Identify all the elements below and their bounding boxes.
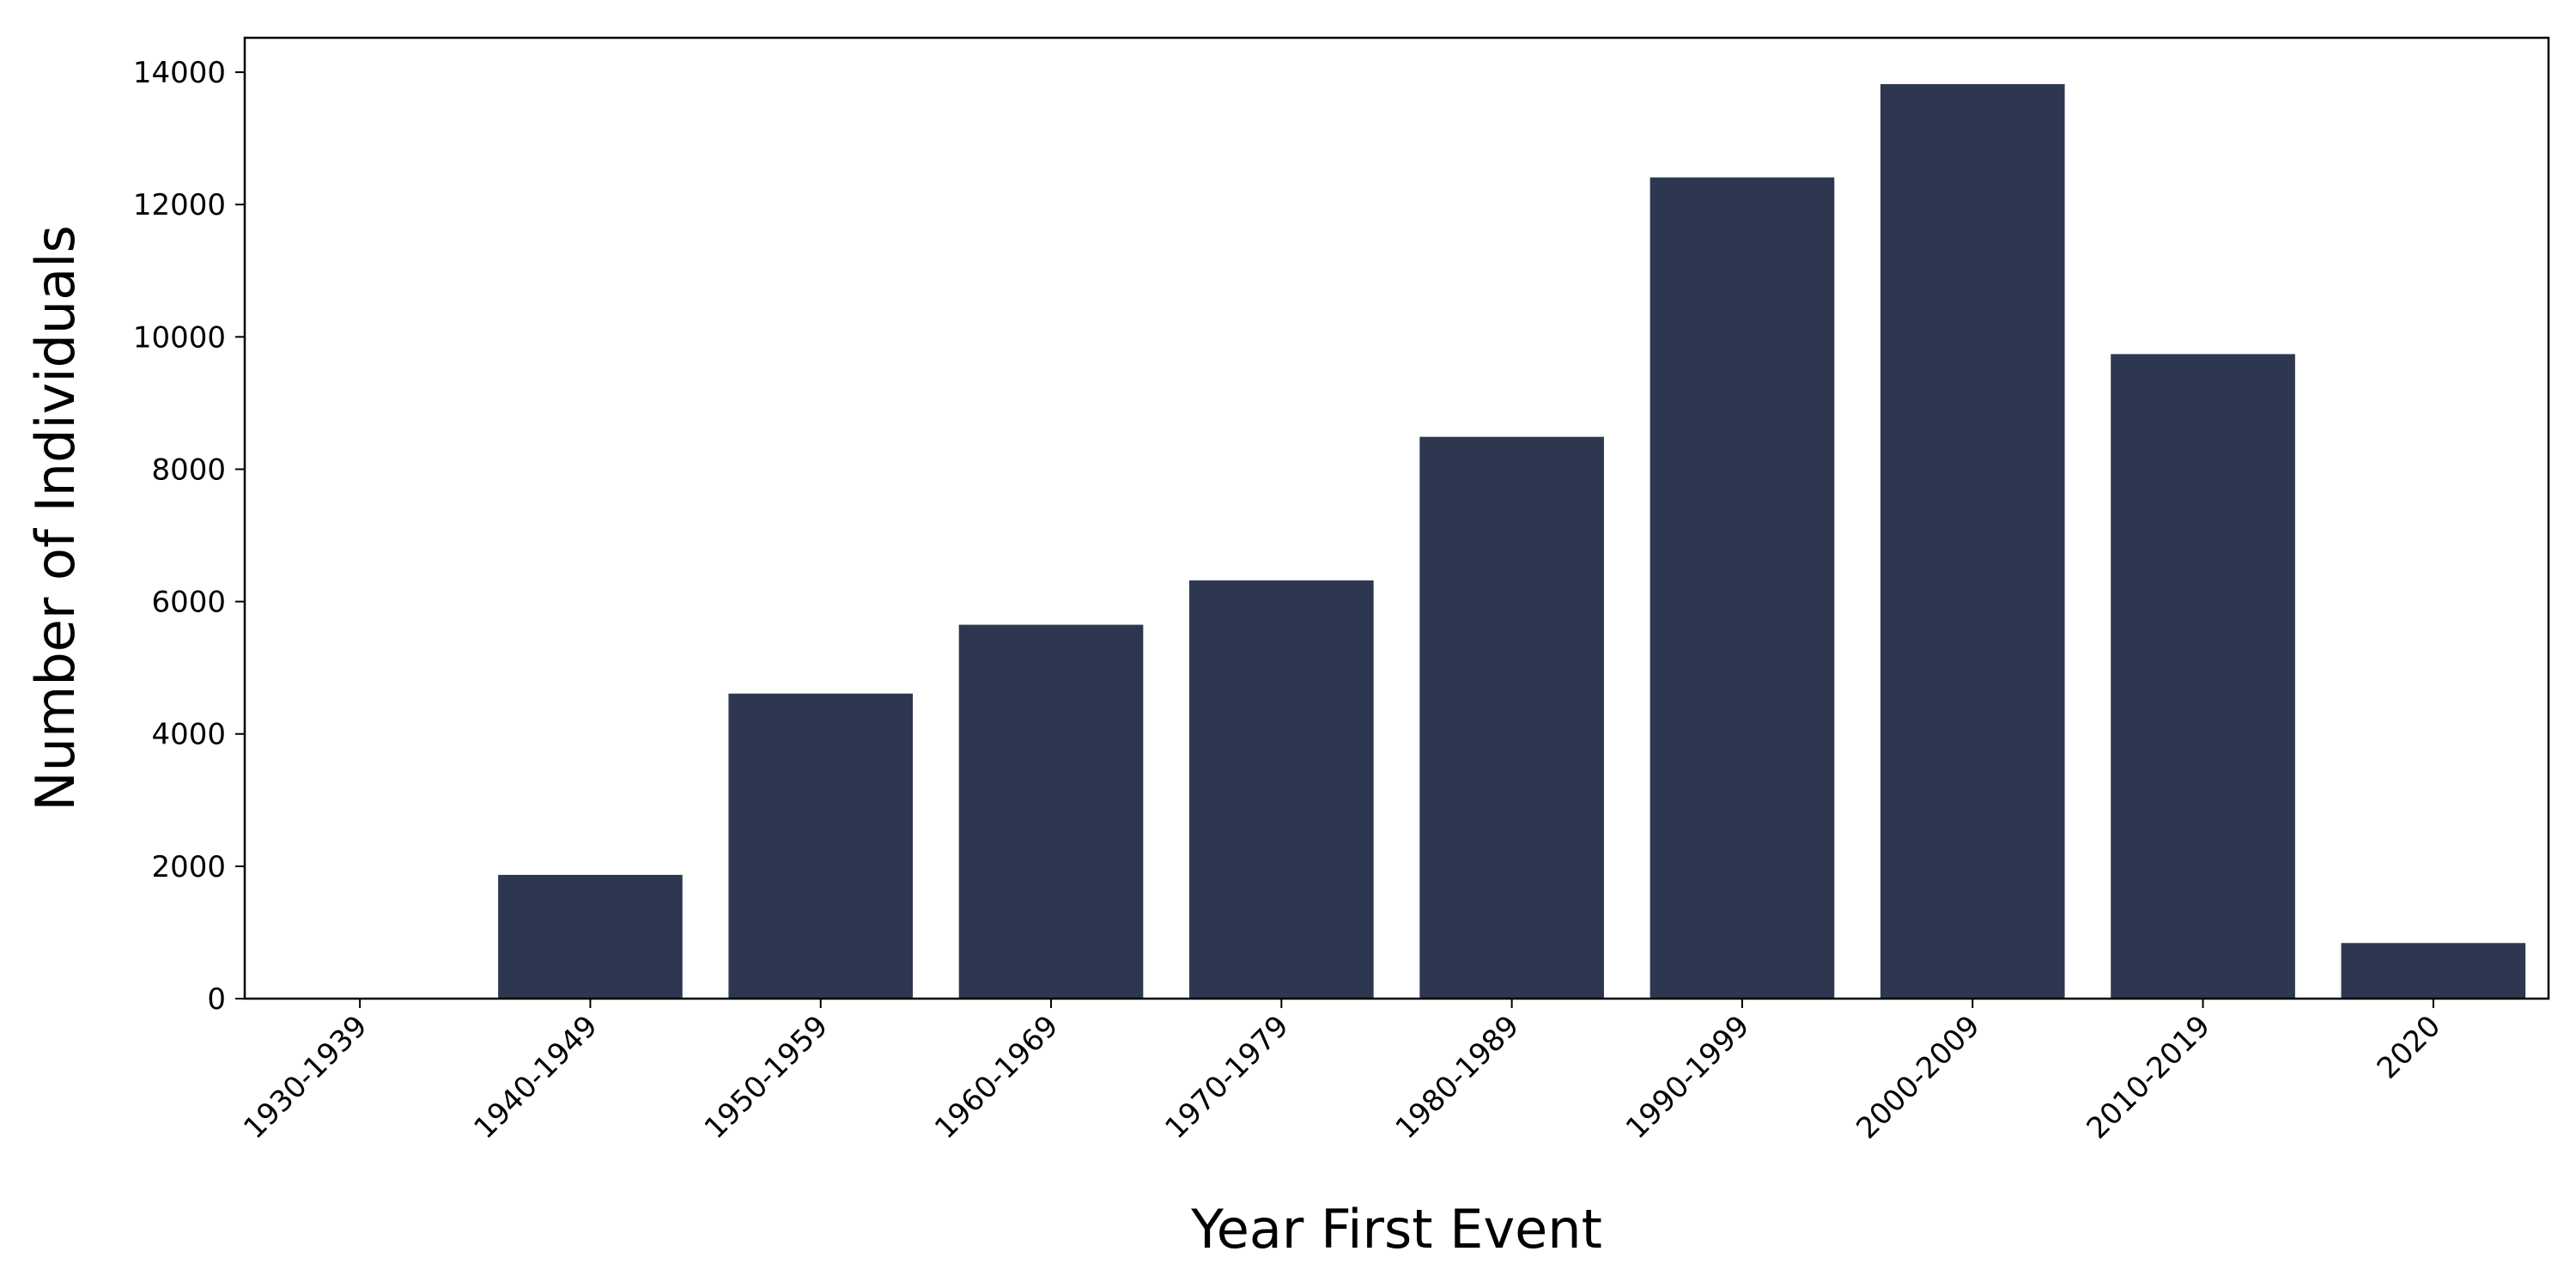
y-tick-label: 12000 (133, 188, 226, 222)
y-tick-label: 10000 (133, 320, 226, 355)
x-tick-label: 1990-1999 (1619, 1009, 1756, 1145)
x-axis-label: Year First Event (1190, 1198, 1602, 1261)
x-tick-label: 1950-1959 (698, 1009, 835, 1145)
bar-1970-1979 (1189, 580, 1374, 999)
x-tick-label: 1980-1989 (1389, 1009, 1526, 1145)
y-tick-label: 2000 (151, 850, 226, 884)
bar-1960-1969 (958, 624, 1144, 999)
x-tick-label: 1930-1939 (237, 1009, 374, 1145)
x-tick-label: 2010-2019 (2081, 1009, 2217, 1145)
y-tick-label: 4000 (151, 718, 226, 752)
bar-1940-1949 (498, 874, 683, 999)
y-tick-label: 6000 (151, 586, 226, 620)
bar-1980-1989 (1419, 436, 1604, 999)
bar-1950-1959 (728, 693, 914, 999)
plot-frame (243, 36, 2550, 1000)
bar-2020 (2341, 943, 2526, 999)
y-axis-label: Number of Individuals (24, 225, 87, 811)
x-tick-label: 1960-1969 (928, 1009, 1065, 1145)
bar-1990-1999 (1649, 177, 1835, 999)
y-tick-label: 0 (207, 982, 226, 1017)
bar-2000-2009 (1880, 83, 2065, 999)
x-tick-label: 2000-2009 (1850, 1009, 1986, 1145)
bar-2010-2019 (2111, 354, 2295, 999)
x-tick-label: 1940-1949 (467, 1009, 604, 1145)
bars-layer (498, 83, 2526, 999)
x-tick-label: 1970-1979 (1158, 1009, 1295, 1145)
y-tick-label: 8000 (151, 453, 226, 487)
x-tick-label: 2020 (2371, 1009, 2447, 1085)
y-tick-label: 14000 (133, 56, 226, 90)
